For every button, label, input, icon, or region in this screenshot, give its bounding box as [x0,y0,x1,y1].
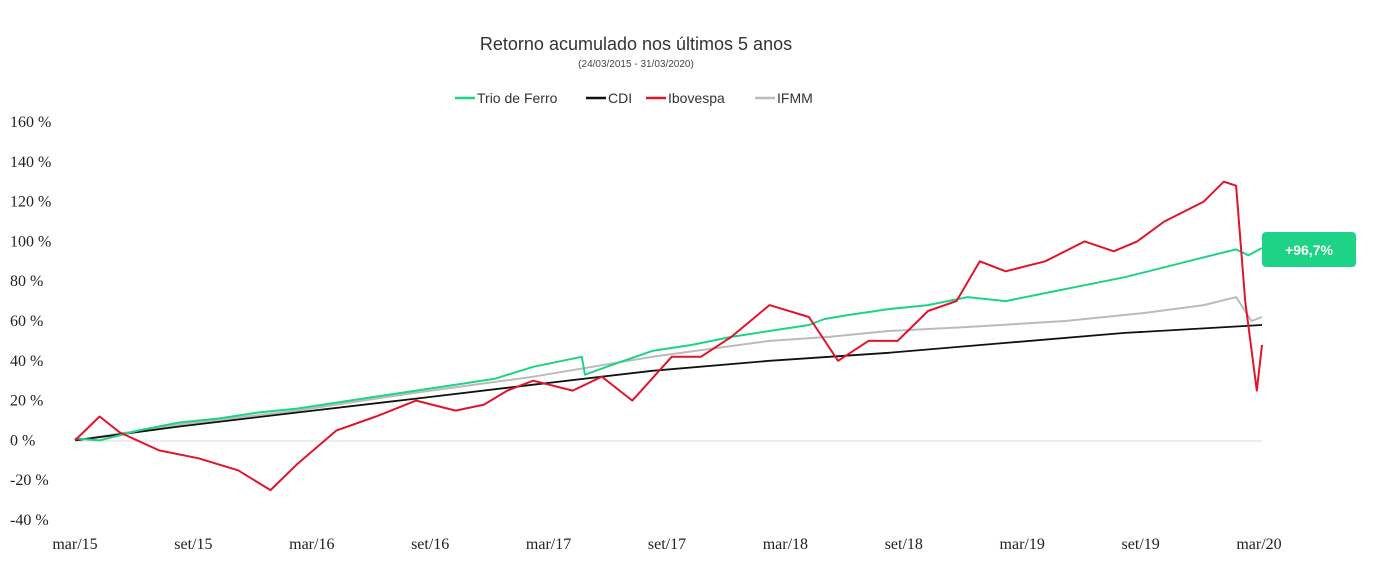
y-tick-label: 160 % [10,114,51,131]
series-line-trio-de-ferro [74,247,1263,442]
x-tick-label: mar/17 [526,536,571,553]
legend-label-cdi: CDI [608,90,632,106]
x-tick-label: mar/18 [763,536,808,553]
x-tick-label: mar/15 [52,536,97,553]
x-tick-label: set/16 [411,536,449,553]
callout-value: +96,7% [1285,242,1333,258]
legend-label-ibovespa: Ibovespa [668,90,725,106]
x-tick-label: mar/19 [1000,536,1045,553]
x-axis: mar/15 set/15 mar/16 set/16 mar/17 set/17 mar/… [52,536,1281,553]
x-tick-label: set/19 [1121,536,1159,553]
y-tick-label: -20 % [10,472,49,489]
chart-title: Retorno acumulado nos últimos 5 anos [480,34,792,54]
callout-badge [1262,232,1356,267]
series-line-ifmm [74,296,1263,442]
y-tick-label: 0 % [10,432,35,449]
callout-trio-de-ferro: +96,7% [1262,232,1356,267]
y-tick-label: 140 % [10,154,51,171]
legend-label-ifmm: IFMM [777,90,813,106]
series-line-cdi [74,324,1263,442]
chart-subtitle: (24/03/2015 - 31/03/2020) [578,59,694,70]
legend: Trio de Ferro CDI Ibovespa IFMM [455,90,813,106]
series-line-ibovespa [74,180,1263,492]
legend-label-trio-de-ferro: Trio de Ferro [477,90,558,106]
x-tick-label: set/17 [648,536,686,553]
x-tick-label: mar/16 [289,536,334,553]
y-tick-label: 60 % [10,313,43,330]
y-tick-label: 20 % [10,393,43,410]
y-tick-label: 40 % [10,353,43,370]
series-lines [74,180,1263,492]
y-axis: 160 % 140 % 120 % 100 % 80 % 60 % 40 % 20 % 0 % -… [10,114,51,529]
x-tick-label: mar/20 [1236,536,1281,553]
y-tick-label: 80 % [10,273,43,290]
y-tick-label: 120 % [10,194,51,211]
y-tick-label: 100 % [10,233,51,250]
x-tick-label: set/18 [885,536,923,553]
y-tick-label: -40 % [10,512,49,529]
x-tick-label: set/15 [174,536,212,553]
